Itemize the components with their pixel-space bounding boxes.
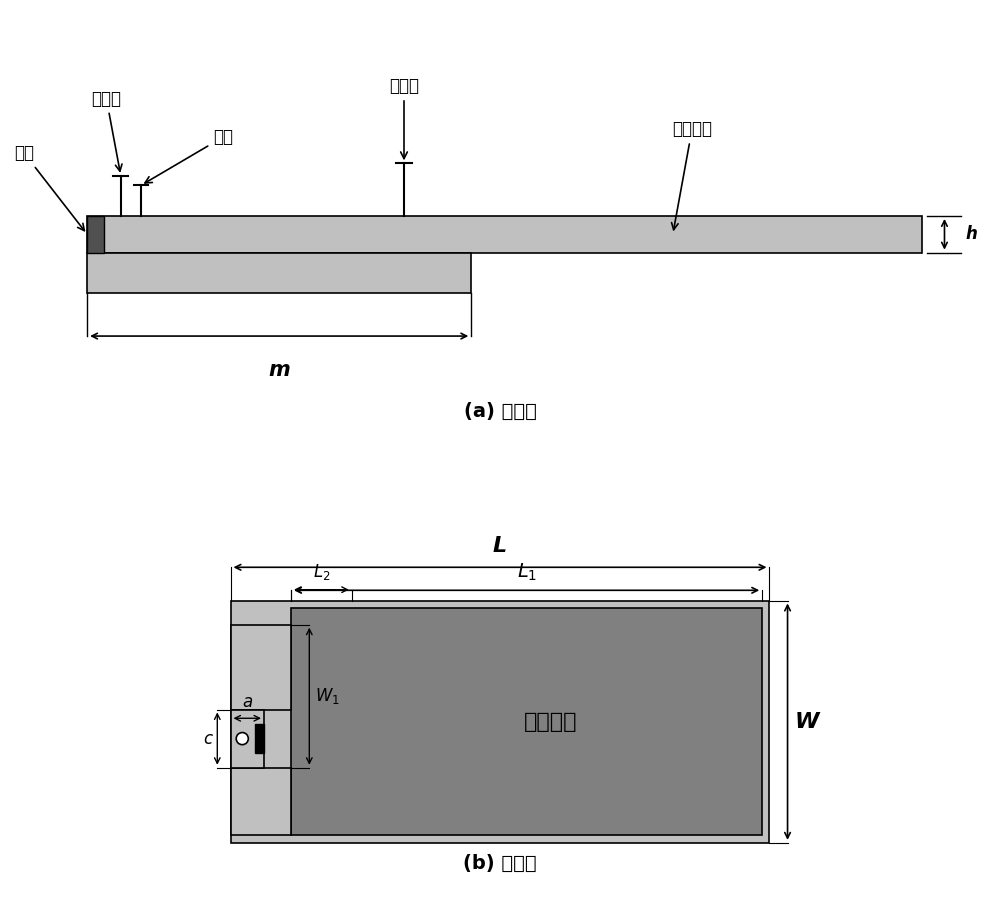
Text: (a) 主视图: (a) 主视图 (464, 401, 536, 420)
Text: W: W (795, 712, 819, 732)
Bar (231, 768, 291, 835)
Text: h: h (966, 225, 977, 243)
Text: m: m (268, 360, 290, 380)
Text: 辐射贴片: 辐射贴片 (523, 712, 577, 732)
Text: 接地针: 接地针 (389, 77, 419, 158)
Bar (231, 625, 291, 709)
Bar (87, 253, 471, 292)
Text: L: L (493, 536, 507, 556)
Text: a: a (242, 693, 252, 711)
Bar (87, 216, 104, 253)
Circle shape (236, 733, 248, 744)
Text: c: c (203, 730, 212, 748)
Text: $L_1$: $L_1$ (517, 562, 537, 583)
Text: 短路针: 短路针 (91, 90, 122, 171)
Text: $W_1$: $W_1$ (315, 686, 340, 706)
Bar (231, 709, 264, 768)
Text: 介质基板: 介质基板 (672, 121, 712, 230)
Bar (255, 724, 264, 753)
Bar (231, 600, 769, 842)
Text: 芯片: 芯片 (145, 128, 233, 183)
Text: $L_2$: $L_2$ (313, 562, 330, 582)
Text: 过孔: 过孔 (14, 145, 84, 230)
Text: (b) 俧视图: (b) 俧视图 (463, 854, 537, 873)
Bar (87, 216, 922, 253)
Bar (291, 608, 762, 835)
